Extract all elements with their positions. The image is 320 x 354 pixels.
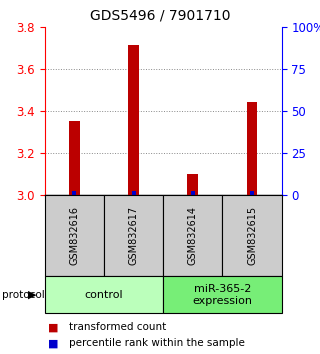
Text: GSM832615: GSM832615 (247, 206, 257, 265)
Text: ■: ■ (48, 338, 59, 348)
Text: percentile rank within the sample: percentile rank within the sample (69, 338, 245, 348)
Text: protocol: protocol (2, 290, 44, 300)
Bar (72, 191, 76, 195)
Bar (128, 45, 139, 195)
Text: ■: ■ (48, 322, 59, 332)
Bar (191, 191, 195, 195)
Text: control: control (85, 290, 123, 300)
Text: GSM832616: GSM832616 (69, 206, 79, 265)
Text: miR-365-2
expression: miR-365-2 expression (192, 284, 252, 306)
Text: GDS5496 / 7901710: GDS5496 / 7901710 (90, 9, 230, 23)
Bar (132, 191, 136, 195)
Bar (188, 174, 198, 195)
Bar (69, 121, 80, 195)
Bar (250, 191, 254, 195)
Bar (247, 102, 257, 195)
Text: transformed count: transformed count (69, 322, 166, 332)
Text: GSM832617: GSM832617 (129, 206, 139, 265)
Text: ▶: ▶ (28, 290, 36, 300)
Text: GSM832614: GSM832614 (188, 206, 198, 265)
